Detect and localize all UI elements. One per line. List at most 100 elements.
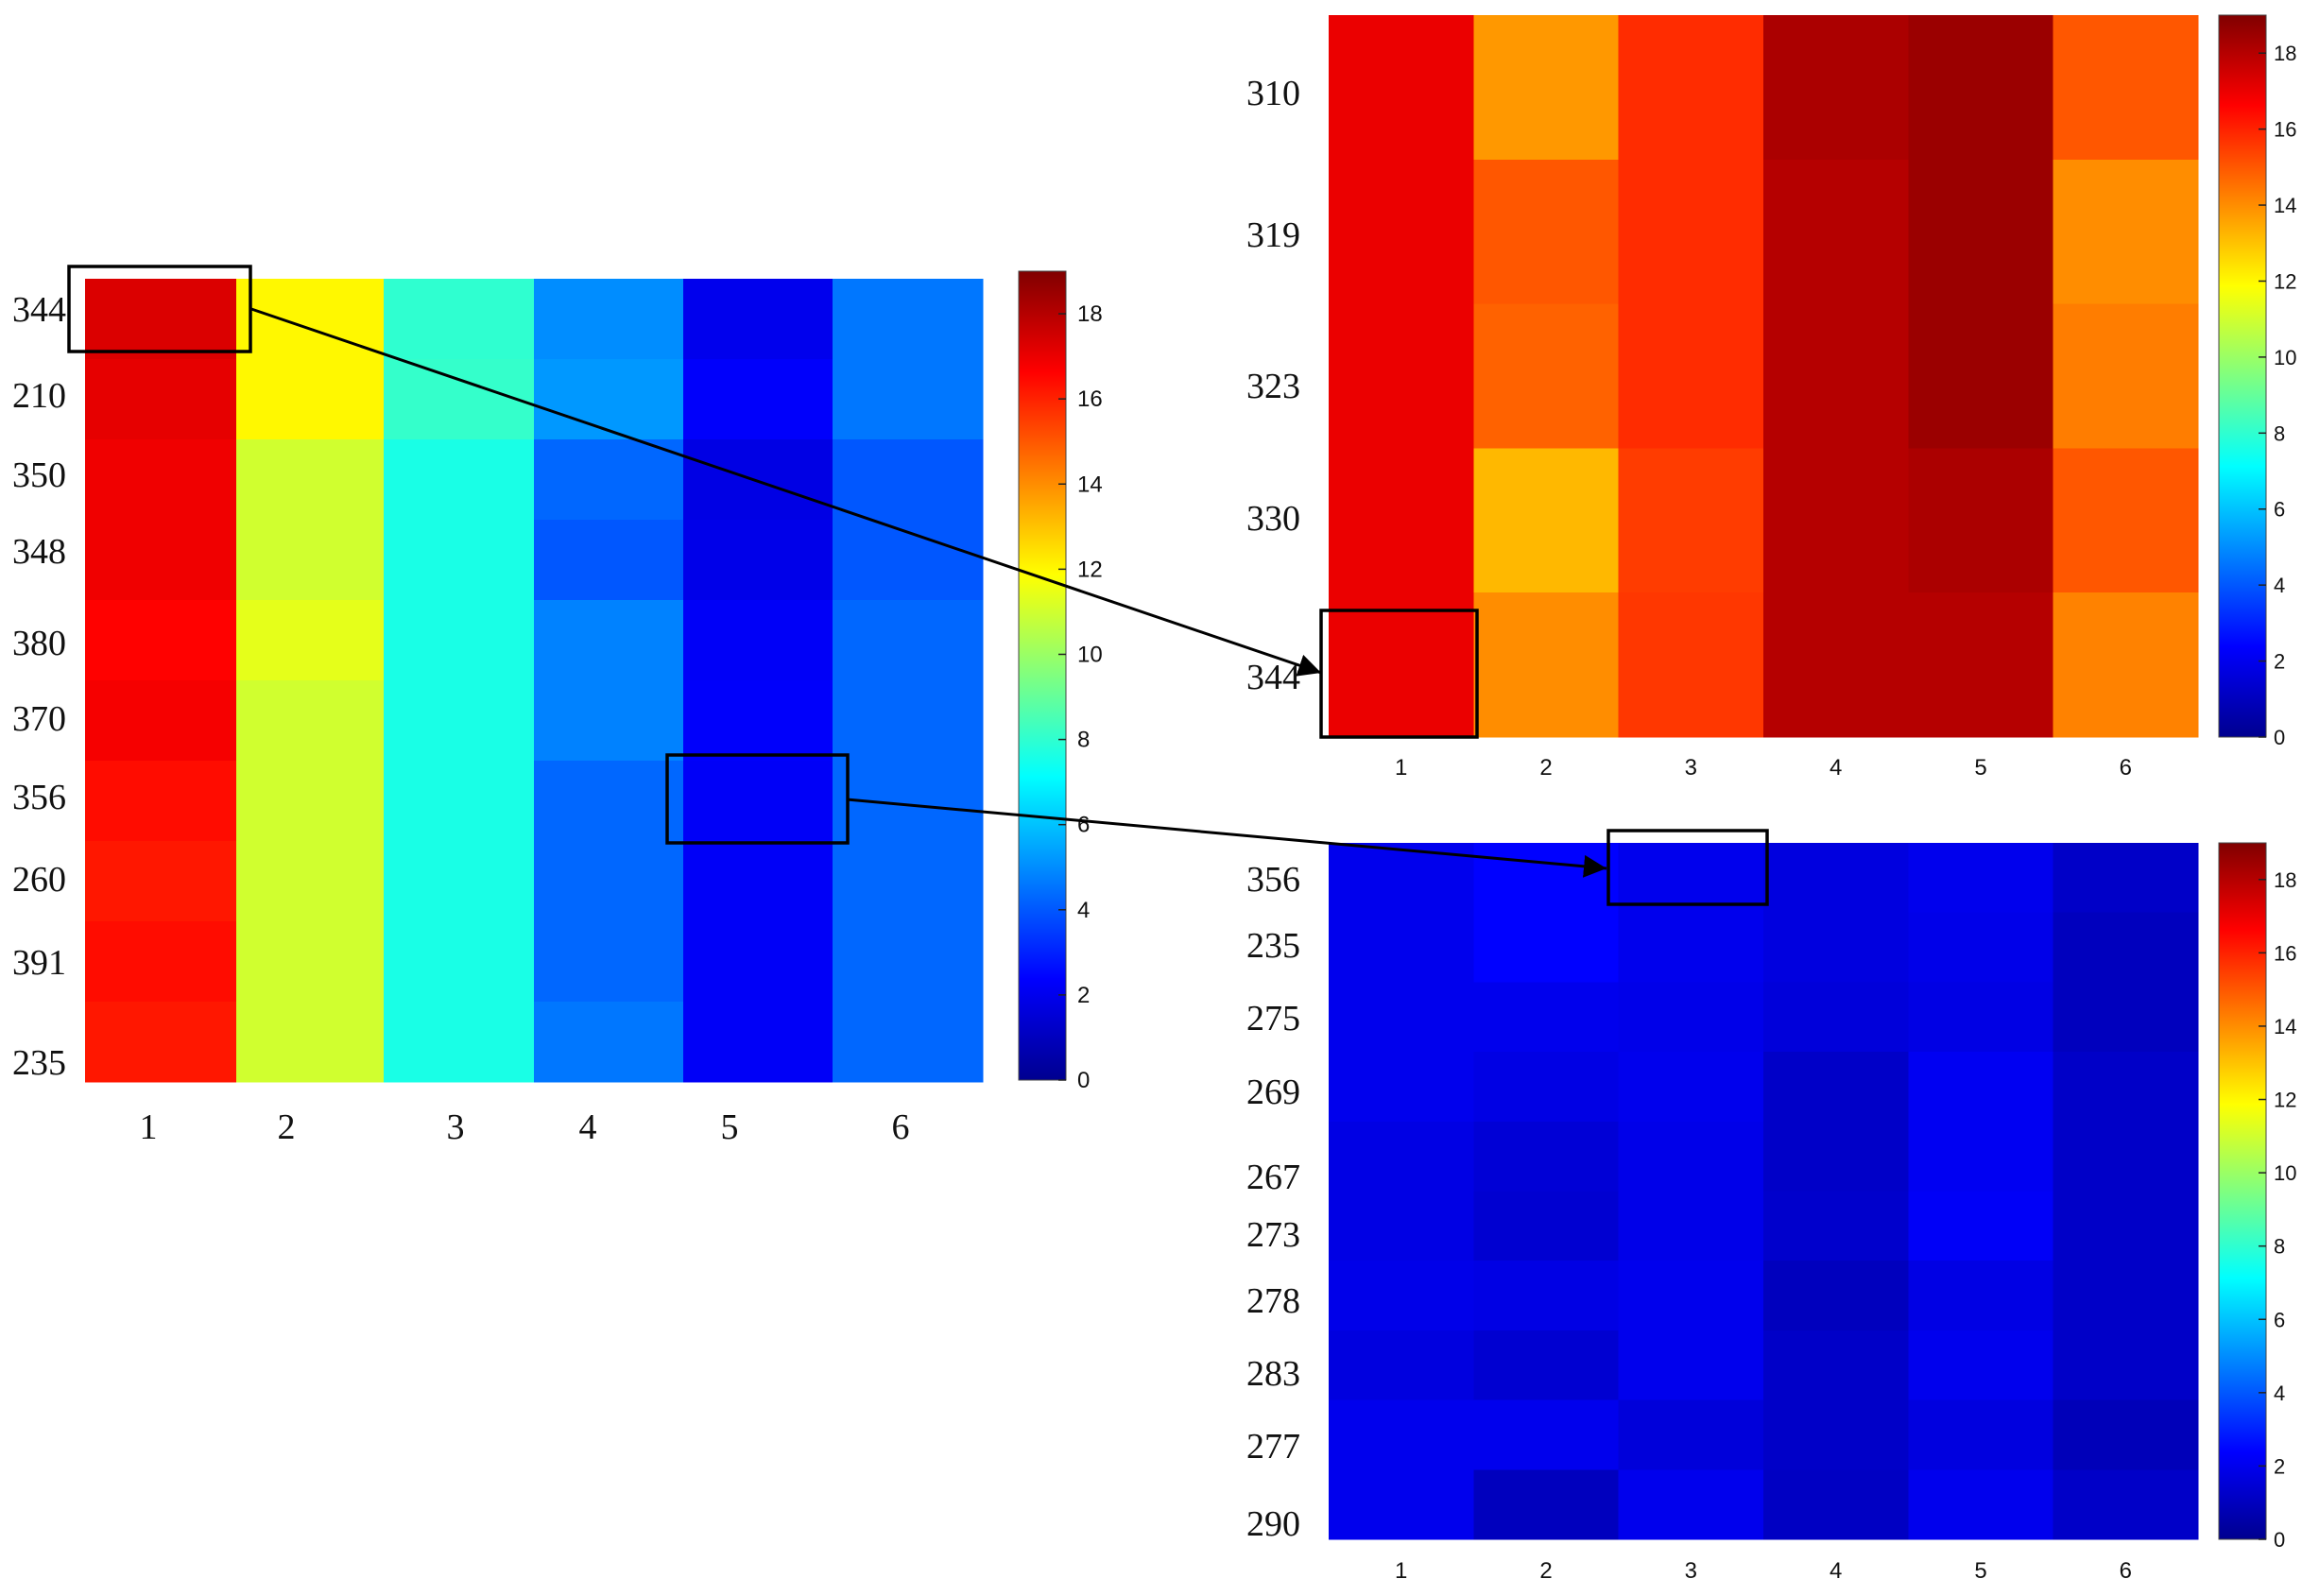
cell-overview-r5-c3 xyxy=(534,680,684,762)
cell-overview-r5-c4 xyxy=(683,680,833,762)
cell-overview-r9-c4 xyxy=(683,1002,833,1083)
colorbar-tick-zoom-high-9: 18 xyxy=(2274,42,2296,65)
cell-overview-r0-c3 xyxy=(534,279,684,360)
xtick-overview-5: 6 xyxy=(892,1107,910,1147)
cell-zoom-low-r1-c0 xyxy=(1329,912,1474,983)
cell-zoom-low-r5-c1 xyxy=(1473,1191,1620,1261)
cell-zoom-low-r9-c1 xyxy=(1473,1469,1620,1540)
xtick-zoom-high-5: 6 xyxy=(2120,755,2132,781)
xtick-zoom-low-3: 4 xyxy=(1830,1558,1842,1584)
cell-zoom-low-r0-c3 xyxy=(1763,843,1909,914)
xtick-zoom-high-1: 2 xyxy=(1539,755,1552,781)
xtick-zoom-high-4: 5 xyxy=(1974,755,1986,781)
ytick-overview-8: 391 xyxy=(12,943,66,983)
cell-zoom-low-r7-c1 xyxy=(1473,1330,1620,1401)
ytick-overview-0: 344 xyxy=(12,290,66,330)
cell-zoom-high-r0-c4 xyxy=(1908,15,2054,161)
cell-overview-r8-c1 xyxy=(236,921,385,1003)
ytick-zoom-high-1: 319 xyxy=(1246,215,1300,255)
xtick-zoom-low-0: 1 xyxy=(1395,1558,1407,1584)
cell-zoom-low-r4-c5 xyxy=(2053,1121,2199,1193)
ytick-zoom-low-5: 273 xyxy=(1246,1215,1300,1255)
xtick-overview-4: 5 xyxy=(721,1107,739,1147)
arrow-to-zoom-low xyxy=(846,798,1607,878)
cell-overview-r5-c2 xyxy=(384,680,535,762)
colorbar-tick-overview-9: 18 xyxy=(1077,301,1103,327)
ytick-zoom-high-4: 344 xyxy=(1246,658,1300,697)
cell-zoom-low-r4-c0 xyxy=(1329,1121,1474,1193)
cell-zoom-low-r9-c5 xyxy=(2053,1469,2199,1540)
cell-zoom-low-r3-c0 xyxy=(1329,1052,1474,1123)
cell-zoom-low-r2-c3 xyxy=(1763,982,1909,1053)
cell-overview-r8-c0 xyxy=(85,921,237,1003)
cell-overview-r4-c1 xyxy=(236,600,385,681)
cell-zoom-high-r2-c5 xyxy=(2053,303,2199,449)
cell-overview-r2-c5 xyxy=(833,439,984,521)
colorbar-tick-zoom-high-7: 14 xyxy=(2274,194,2296,217)
cell-overview-r0-c5 xyxy=(833,279,984,360)
cell-zoom-low-r2-c4 xyxy=(1908,982,2054,1053)
cell-overview-r1-c3 xyxy=(534,359,684,440)
colorbar-tick-zoom-low-8: 16 xyxy=(2274,941,2296,965)
xtick-zoom-low-5: 6 xyxy=(2120,1558,2132,1584)
cell-zoom-low-r0-c5 xyxy=(2053,843,2199,914)
colorbar-zoom-high xyxy=(2218,14,2267,738)
cell-zoom-low-r7-c4 xyxy=(1908,1330,2054,1401)
cell-overview-r6-c3 xyxy=(534,761,684,842)
ytick-overview-2: 350 xyxy=(12,455,66,495)
xtick-zoom-low-1: 2 xyxy=(1539,1558,1552,1584)
cell-overview-r5-c0 xyxy=(85,680,237,762)
colorbar-tick-overview-7: 14 xyxy=(1077,472,1103,497)
cell-overview-r7-c2 xyxy=(384,841,535,922)
cell-zoom-high-r2-c4 xyxy=(1908,303,2054,449)
ytick-zoom-low-9: 290 xyxy=(1246,1504,1300,1544)
cell-zoom-high-r2-c3 xyxy=(1763,303,1909,449)
ytick-overview-9: 235 xyxy=(12,1043,66,1083)
cell-zoom-low-r6-c1 xyxy=(1473,1261,1620,1331)
cell-overview-r9-c0 xyxy=(85,1002,237,1083)
cell-overview-r4-c0 xyxy=(85,600,237,681)
xtick-overview-1: 2 xyxy=(278,1107,296,1147)
ytick-zoom-low-1: 235 xyxy=(1246,926,1300,966)
colorbar-tick-zoom-low-0: 0 xyxy=(2274,1528,2285,1552)
colorbar-tick-zoom-low-9: 18 xyxy=(2274,868,2296,892)
cell-overview-r2-c0 xyxy=(85,439,237,521)
cell-zoom-low-r6-c4 xyxy=(1908,1261,2054,1331)
colorbar-tick-overview-4: 8 xyxy=(1077,728,1090,753)
cell-overview-r4-c5 xyxy=(833,600,984,681)
xtick-zoom-low-2: 3 xyxy=(1685,1558,1697,1584)
colorbar-tick-zoom-high-1: 2 xyxy=(2274,650,2285,674)
cell-overview-r4-c2 xyxy=(384,600,535,681)
xtick-overview-3: 4 xyxy=(579,1107,597,1147)
cell-overview-r1-c5 xyxy=(833,359,984,440)
ytick-overview-1: 210 xyxy=(12,376,66,416)
cell-zoom-high-r4-c0 xyxy=(1329,592,1474,738)
cell-zoom-low-r1-c3 xyxy=(1763,912,1909,983)
cell-zoom-low-r4-c4 xyxy=(1908,1121,2054,1193)
cell-zoom-low-r8-c0 xyxy=(1329,1399,1474,1470)
colorbar-tick-zoom-high-3: 6 xyxy=(2274,498,2285,522)
xtick-zoom-high-2: 3 xyxy=(1685,755,1697,781)
cell-overview-r6-c2 xyxy=(384,761,535,842)
cell-zoom-low-r8-c1 xyxy=(1473,1399,1620,1470)
cell-zoom-low-r3-c4 xyxy=(1908,1052,2054,1123)
cell-zoom-low-r4-c3 xyxy=(1763,1121,1909,1193)
cell-zoom-high-r3-c1 xyxy=(1473,448,1620,593)
ytick-zoom-low-6: 278 xyxy=(1246,1281,1300,1321)
xtick-overview-0: 1 xyxy=(140,1107,158,1147)
colorbar-tick-zoom-high-2: 4 xyxy=(2274,574,2285,597)
cell-overview-r6-c0 xyxy=(85,761,237,842)
cell-zoom-low-r7-c5 xyxy=(2053,1330,2199,1401)
cell-zoom-low-r9-c0 xyxy=(1329,1469,1474,1540)
cell-zoom-high-r0-c2 xyxy=(1618,15,1764,161)
ytick-zoom-low-8: 277 xyxy=(1246,1427,1300,1467)
cell-overview-r0-c0 xyxy=(85,279,237,360)
xtick-zoom-high-0: 1 xyxy=(1395,755,1407,781)
cell-zoom-low-r6-c2 xyxy=(1618,1261,1764,1331)
colorbar-overview xyxy=(1018,270,1067,1081)
ytick-overview-6: 356 xyxy=(12,778,66,817)
cell-zoom-low-r2-c5 xyxy=(2053,982,2199,1053)
cell-zoom-low-r5-c4 xyxy=(1908,1191,2054,1261)
colorbar-tick-overview-1: 2 xyxy=(1077,983,1090,1008)
cell-overview-r8-c2 xyxy=(384,921,535,1003)
